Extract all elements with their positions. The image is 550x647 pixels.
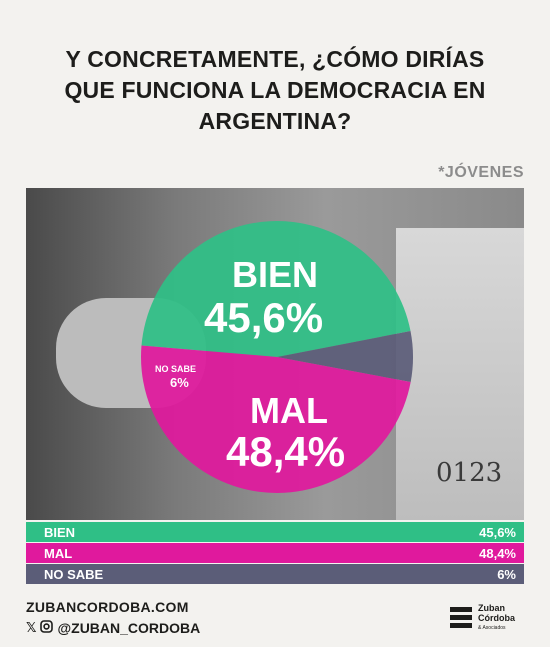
table-row-bien: BIEN 45,6% xyxy=(26,522,524,542)
title-line-1: Y CONCRETAMENTE, ¿CÓMO DIRÍAS xyxy=(65,46,485,72)
website-link[interactable]: ZUBANCORDOBA.COM xyxy=(26,599,189,615)
ballot-box-shape xyxy=(396,228,524,520)
logo-text: Zuban Córdoba & Asociados xyxy=(478,603,515,633)
pie-value-bien: 45,6% xyxy=(204,294,324,341)
pie-value-no-sabe: 6% xyxy=(170,375,189,390)
pie-slice-bien xyxy=(141,221,411,357)
ballot-box-number: 0123 xyxy=(436,458,503,488)
pie-slice-mal xyxy=(141,345,411,493)
logo-mark-icon xyxy=(450,607,472,628)
social-handle-text: @ZUBAN_CORDOBA xyxy=(57,620,201,636)
pie-label-no-sabe: NO SABE xyxy=(155,364,197,374)
title-line-3: ARGENTINA? xyxy=(198,108,352,134)
x-icon: 𝕏 xyxy=(26,620,37,635)
row-label: BIEN xyxy=(44,524,76,540)
row-value: 6% xyxy=(497,566,516,582)
row-label: NO SABE xyxy=(44,566,104,582)
table-row-no-sabe: NO SABE 6% xyxy=(26,564,524,584)
pie-label-mal: MAL xyxy=(250,390,328,431)
title-line-2: QUE FUNCIONA LA DEMOCRACIA EN xyxy=(64,77,486,103)
logo-line-3: & Asociados xyxy=(478,625,506,631)
pie-slice-no-sabe xyxy=(277,331,413,383)
results-table: BIEN 45,6% MAL 48,4% NO SABE 6% xyxy=(26,522,524,585)
row-label: MAL xyxy=(44,545,73,561)
chart-subtitle: *JÓVENES xyxy=(438,164,524,181)
social-handle[interactable]: 𝕏 @ZUBAN_CORDOBA xyxy=(26,620,200,636)
instagram-icon xyxy=(40,620,54,636)
pie-label-bien: BIEN xyxy=(232,254,319,295)
logo-line-1: Zuban xyxy=(478,603,505,613)
table-row-mal: MAL 48,4% xyxy=(26,543,524,563)
chart-title: Y CONCRETAMENTE, ¿CÓMO DIRÍAS QUE FUNCIO… xyxy=(20,44,530,137)
zuban-cordoba-logo: Zuban Córdoba & Asociados xyxy=(448,603,515,633)
row-value: 48,4% xyxy=(479,545,516,561)
pie-value-mal: 48,4% xyxy=(226,428,346,475)
logo-line-2: Córdoba xyxy=(478,613,515,623)
row-value: 45,6% xyxy=(479,524,516,540)
